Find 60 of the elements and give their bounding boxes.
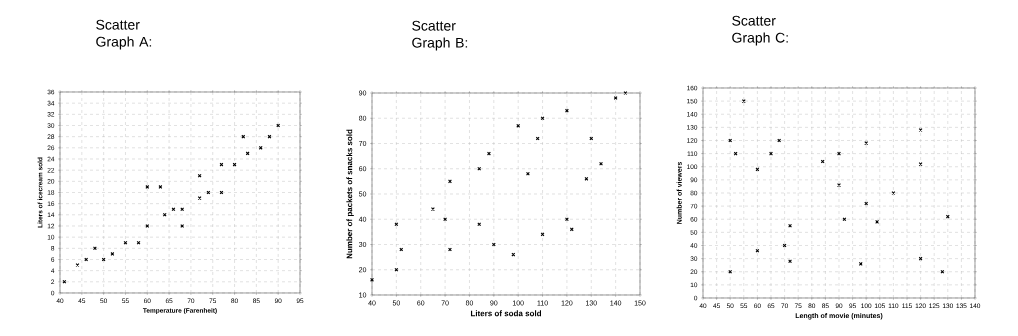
point xyxy=(123,240,128,245)
point xyxy=(158,184,163,189)
point xyxy=(486,151,491,156)
point xyxy=(820,159,825,164)
point xyxy=(842,217,847,222)
chart-title: Scatter Graph B: xyxy=(412,20,468,51)
point xyxy=(564,108,569,113)
point xyxy=(769,151,773,156)
point xyxy=(171,207,176,212)
point xyxy=(788,259,792,264)
point xyxy=(864,201,869,206)
point xyxy=(136,240,141,245)
point xyxy=(589,136,594,141)
point xyxy=(755,248,760,253)
point xyxy=(197,196,202,201)
point xyxy=(197,173,202,178)
point xyxy=(84,257,89,262)
point xyxy=(741,99,746,104)
point xyxy=(180,224,185,228)
point xyxy=(448,247,452,252)
point xyxy=(448,179,452,184)
point xyxy=(569,227,574,232)
point xyxy=(110,251,115,256)
point xyxy=(62,279,67,284)
point xyxy=(858,261,863,266)
point xyxy=(443,217,448,222)
point xyxy=(491,242,496,247)
chart-title: Scatter Graph C: xyxy=(732,15,788,46)
point xyxy=(276,123,281,128)
chart-title: Scatter Graph A: xyxy=(96,19,152,50)
point xyxy=(145,224,150,228)
point xyxy=(394,267,399,272)
point xyxy=(394,222,399,227)
x-axis-title: Liters of soda sold xyxy=(470,310,542,317)
point xyxy=(75,263,80,268)
point xyxy=(728,138,733,143)
point xyxy=(777,138,782,143)
point xyxy=(837,151,841,156)
point xyxy=(511,252,516,257)
point xyxy=(267,134,272,139)
point xyxy=(788,223,792,228)
point xyxy=(145,184,150,189)
point xyxy=(864,141,869,146)
point xyxy=(599,161,603,166)
point xyxy=(92,246,97,251)
point xyxy=(525,171,530,176)
point xyxy=(945,214,950,219)
point xyxy=(370,277,374,282)
point xyxy=(623,91,628,95)
point xyxy=(535,136,540,141)
point xyxy=(918,128,923,132)
point xyxy=(564,217,569,222)
point xyxy=(918,162,923,167)
point xyxy=(584,176,589,181)
point xyxy=(891,191,896,195)
point xyxy=(540,116,545,121)
point xyxy=(258,145,263,150)
point xyxy=(399,247,404,252)
point xyxy=(613,96,618,101)
y-axis-title: Number of packets of snacks sold xyxy=(346,129,354,259)
